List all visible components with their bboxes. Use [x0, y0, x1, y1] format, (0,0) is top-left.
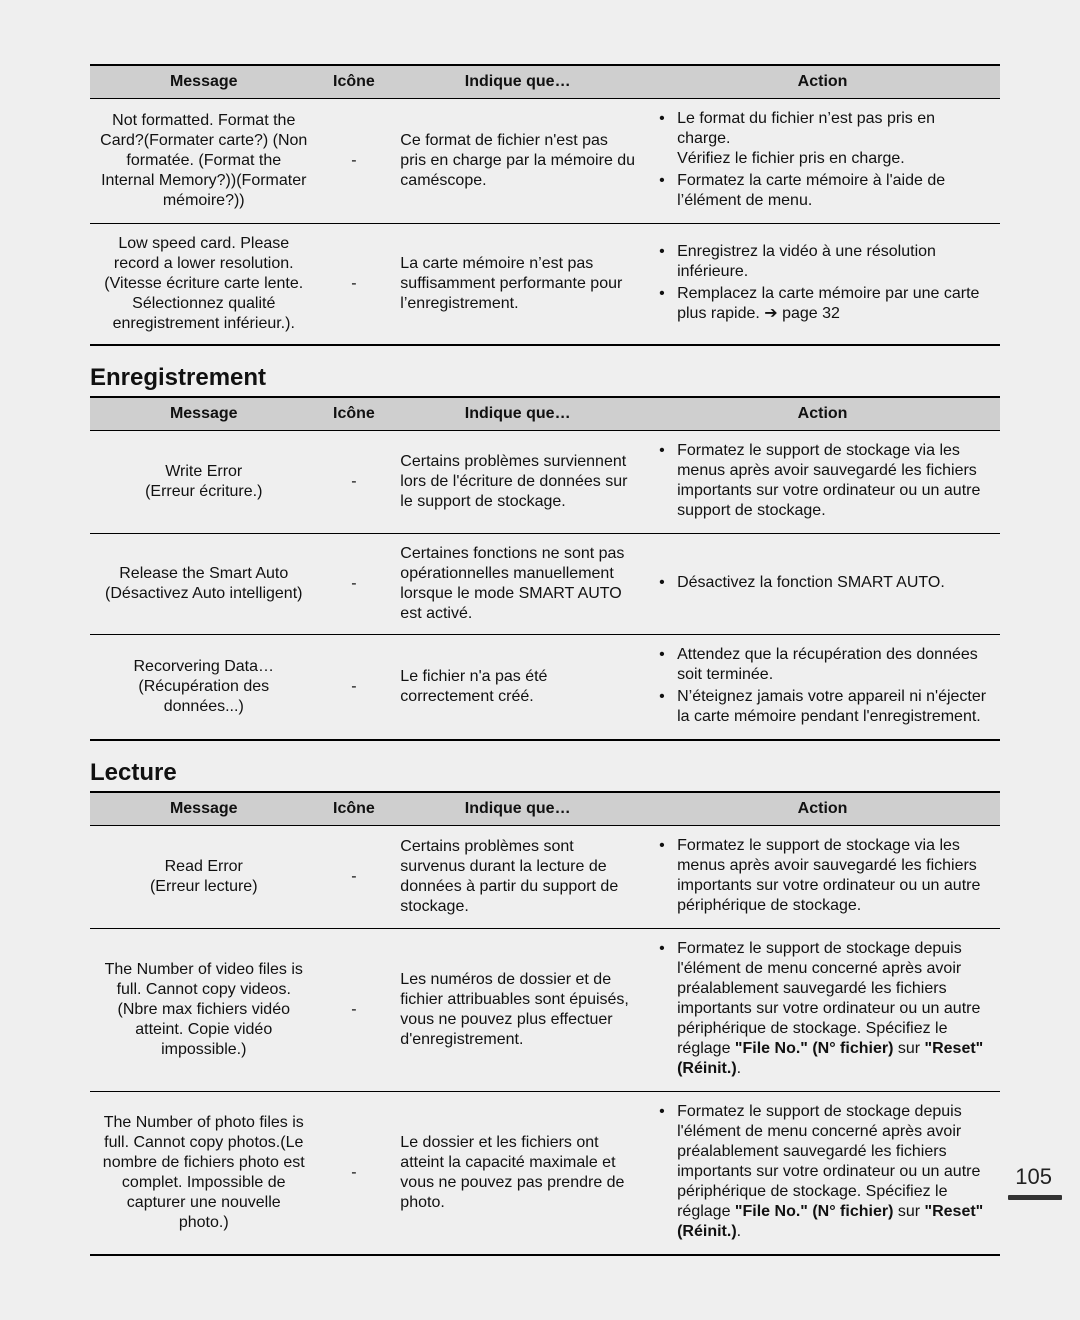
column-header-cause: Indique que…: [390, 397, 645, 431]
cause-cell: Les numéros de dossier et de fichier att…: [390, 929, 645, 1092]
cause-cell: La carte mémoire n’est pas suffisamment …: [390, 224, 645, 346]
action-item: Enregistrez la vidéo à une résolution in…: [677, 242, 990, 284]
cause-cell: Certains problèmes surviennent lors de l…: [390, 431, 645, 534]
action-cell: Formatez le support de stockage depuis l…: [645, 1092, 1000, 1256]
message-cell: Low speed card. Please record a lower re…: [90, 224, 318, 346]
action-item: Remplacez la carte mémoire par une carte…: [677, 284, 990, 326]
action-item: Formatez le support de stockage via les …: [677, 441, 990, 523]
cause-cell: Certaines fonctions ne sont pas opératio…: [390, 534, 645, 635]
action-cell: Formatez le support de stockage via les …: [645, 826, 1000, 929]
action-list: Attendez que la récupération des données…: [655, 645, 990, 729]
column-header-icon: Icône: [318, 792, 391, 826]
message-cell: Read Error(Erreur lecture): [90, 826, 318, 929]
action-item: Formatez le support de stockage via les …: [677, 836, 990, 918]
troubleshooting-table: MessageIcôneIndique que…Action Not format…: [90, 64, 1000, 346]
cause-cell: Le dossier et les fichiers ont atteint l…: [390, 1092, 645, 1256]
table-row: Low speed card. Please record a lower re…: [90, 224, 1000, 346]
message-cell: Release the Smart Auto (Désactivez Auto …: [90, 534, 318, 635]
action-list: Désactivez la fonction SMART AUTO.: [655, 573, 990, 595]
action-item: Attendez que la récupération des données…: [677, 645, 990, 687]
action-cell: Enregistrez la vidéo à une résolution in…: [645, 224, 1000, 346]
icon-cell: -: [318, 99, 391, 224]
icon-cell: -: [318, 224, 391, 346]
column-header-message: Message: [90, 792, 318, 826]
cause-cell: Certains problèmes sont survenus durant …: [390, 826, 645, 929]
table-row: The Number of photo files is full. Canno…: [90, 1092, 1000, 1256]
action-item: Le format du fichier n’est pas pris en c…: [677, 109, 990, 171]
message-cell: The Number of photo files is full. Canno…: [90, 1092, 318, 1256]
action-item: Formatez la carte mémoire à l'aide de l’…: [677, 171, 990, 213]
cause-cell: Ce format de fichier n'est pas pris en c…: [390, 99, 645, 224]
action-list: Le format du fichier n’est pas pris en c…: [655, 109, 990, 213]
table-row: Write Error(Erreur écriture.)-Certains p…: [90, 431, 1000, 534]
action-item: Désactivez la fonction SMART AUTO.: [677, 573, 990, 595]
action-cell: Formatez le support de stockage depuis l…: [645, 929, 1000, 1092]
column-header-action: Action: [645, 397, 1000, 431]
cause-cell: Le fichier n'a pas été correctement créé…: [390, 635, 645, 741]
sections-container: MessageIcôneIndique que…ActionNot format…: [90, 64, 1000, 1256]
message-cell: Recorvering Data…(Récupération des donné…: [90, 635, 318, 741]
icon-cell: -: [318, 635, 391, 741]
page-number: 105: [1015, 1164, 1052, 1190]
action-cell: Formatez le support de stockage via les …: [645, 431, 1000, 534]
action-list: Formatez le support de stockage via les …: [655, 441, 990, 523]
action-cell: Le format du fichier n’est pas pris en c…: [645, 99, 1000, 224]
column-header-cause: Indique que…: [390, 65, 645, 99]
troubleshooting-table: MessageIcôneIndique que…ActionRead Error…: [90, 791, 1000, 1256]
action-cell: Désactivez la fonction SMART AUTO.: [645, 534, 1000, 635]
section-title: Enregistrement: [90, 364, 1000, 392]
action-item: Formatez le support de stockage depuis l…: [677, 1102, 990, 1244]
column-header-icon: Icône: [318, 397, 391, 431]
troubleshooting-table: MessageIcôneIndique que…ActionWrite Erro…: [90, 396, 1000, 741]
message-cell: Not formatted. Format the Card?(Formater…: [90, 99, 318, 224]
action-item: Formatez le support de stockage depuis l…: [677, 939, 990, 1081]
action-list: Formatez le support de stockage depuis l…: [655, 939, 990, 1081]
message-cell: The Number of video files is full. Canno…: [90, 929, 318, 1092]
icon-cell: -: [318, 1092, 391, 1256]
document-page: MessageIcôneIndique que…ActionNot format…: [0, 0, 1080, 1320]
table-row: The Number of video files is full. Canno…: [90, 929, 1000, 1092]
column-header-icon: Icône: [318, 65, 391, 99]
action-list: Formatez le support de stockage via les …: [655, 836, 990, 918]
column-header-action: Action: [645, 792, 1000, 826]
section-title: Lecture: [90, 759, 1000, 787]
action-cell: Attendez que la récupération des données…: [645, 635, 1000, 741]
column-header-action: Action: [645, 65, 1000, 99]
table-row: Read Error(Erreur lecture)-Certains prob…: [90, 826, 1000, 929]
action-list: Formatez le support de stockage depuis l…: [655, 1102, 990, 1244]
action-list: Enregistrez la vidéo à une résolution in…: [655, 242, 990, 326]
table-row: Recorvering Data…(Récupération des donné…: [90, 635, 1000, 741]
icon-cell: -: [318, 431, 391, 534]
action-item: N’éteignez jamais votre appareil ni n'éj…: [677, 687, 990, 729]
column-header-message: Message: [90, 65, 318, 99]
message-cell: Write Error(Erreur écriture.): [90, 431, 318, 534]
table-row: Release the Smart Auto (Désactivez Auto …: [90, 534, 1000, 635]
icon-cell: -: [318, 929, 391, 1092]
icon-cell: -: [318, 534, 391, 635]
page-number-underline: [1008, 1195, 1062, 1200]
icon-cell: -: [318, 826, 391, 929]
column-header-cause: Indique que…: [390, 792, 645, 826]
column-header-message: Message: [90, 397, 318, 431]
table-row: Not formatted. Format the Card?(Formater…: [90, 99, 1000, 224]
